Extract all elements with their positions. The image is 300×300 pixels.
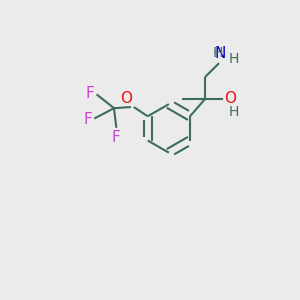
Text: O: O <box>121 91 133 106</box>
Text: H: H <box>228 52 239 65</box>
Text: F: F <box>86 86 95 101</box>
Text: F: F <box>112 130 121 145</box>
Text: O: O <box>224 91 236 106</box>
Text: F: F <box>84 112 92 127</box>
Text: N: N <box>214 46 226 61</box>
Text: H: H <box>212 46 223 60</box>
Text: H: H <box>229 105 239 119</box>
